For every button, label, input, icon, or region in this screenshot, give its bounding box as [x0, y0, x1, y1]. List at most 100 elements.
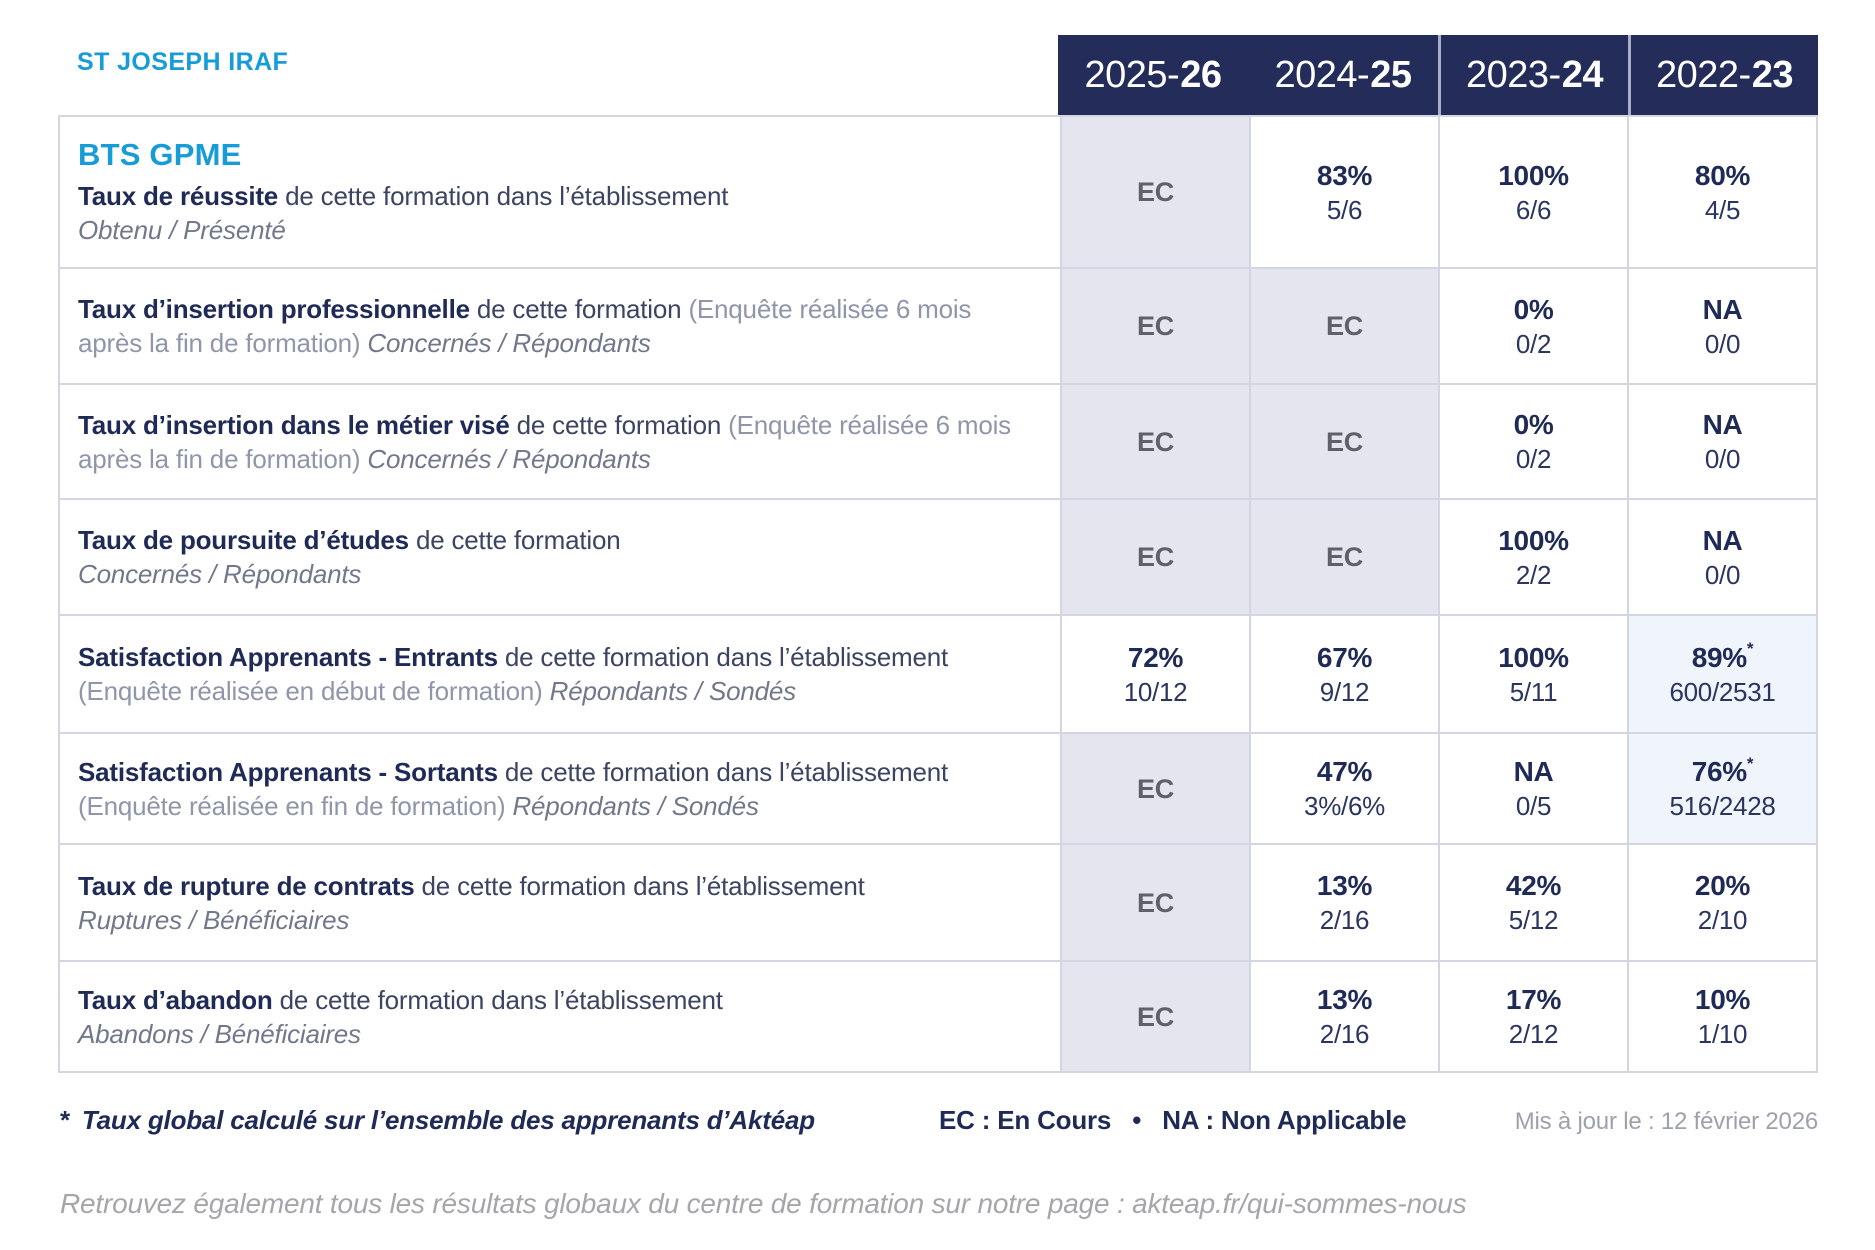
- table-row: Taux de rupture de contrats de cette for…: [60, 843, 1816, 960]
- fraction-value: 2/2: [1515, 559, 1552, 590]
- ec-label: EC: [1137, 311, 1174, 341]
- value-cell: 13% 2/16: [1249, 845, 1438, 960]
- value-cell: 100% 2/2: [1438, 500, 1627, 614]
- ec-label: EC: [1326, 426, 1363, 457]
- value-cell: 83% 5/6: [1249, 117, 1438, 267]
- metric-desc: de cette formation dans l’établissement: [504, 756, 949, 787]
- value-cell: 17% 2/12: [1438, 962, 1627, 1071]
- metric-title: Taux d’insertion professionnelle: [78, 294, 470, 324]
- table-row: Satisfaction Apprenants - Sortants de ce…: [60, 732, 1816, 843]
- last-updated-date: Mis à jour le : 12 février 2026: [1514, 1108, 1818, 1135]
- value-cell: EC: [1060, 269, 1249, 383]
- percent-value: 72%: [1127, 641, 1184, 673]
- fraction-value: 2/12: [1508, 1019, 1559, 1049]
- percent-value: 89%*: [1691, 640, 1754, 674]
- table-row: Taux de poursuite d’études de cette form…: [60, 498, 1816, 614]
- value-cell: 100% 5/11: [1438, 616, 1627, 732]
- ec-label: EC: [1326, 542, 1363, 572]
- footnote-text: Taux global calculé sur l’ensemble des a…: [81, 1105, 815, 1135]
- metric-title: Satisfaction Apprenants - Sortants: [78, 756, 498, 787]
- year-light: 2025-: [1084, 53, 1180, 96]
- ec-label: EC: [1137, 426, 1174, 457]
- metric-desc: de cette formation dans l’établissement: [285, 181, 729, 211]
- percent-text: 89%: [1691, 641, 1747, 673]
- value-cell: 80% 4/5: [1627, 117, 1816, 267]
- value-cell: 100% 6/6: [1438, 117, 1627, 267]
- row-label-text: Taux d’abandon de cette formation dans l…: [78, 983, 1038, 1051]
- row-label: Taux de rupture de contrats de cette for…: [60, 845, 1060, 960]
- metric-desc: de cette formation: [415, 525, 621, 555]
- table-row: Taux d’abandon de cette formation dans l…: [60, 960, 1816, 1071]
- value-cell: EC: [1060, 385, 1249, 498]
- metric-sub: Abandons / Bénéficiaires: [78, 1018, 361, 1049]
- year-bold: 25: [1370, 53, 1412, 96]
- row-label: BTS GPME Taux de réussite de cette forma…: [60, 117, 1060, 267]
- row-label: Taux d’insertion professionnelle de cett…: [60, 269, 1060, 383]
- percent-value: 13%: [1316, 870, 1373, 901]
- percent-value: 0%: [1513, 409, 1554, 440]
- row-label: Satisfaction Apprenants - Sortants de ce…: [60, 734, 1060, 843]
- value-cell: 0% 0/2: [1438, 269, 1627, 383]
- value-cell: EC: [1060, 734, 1249, 843]
- global-results-link-text: Retrouvez également tous les résultats g…: [60, 1188, 1467, 1219]
- fraction-value: 2/16: [1319, 1019, 1370, 1049]
- metric-desc: de cette formation dans l’établissement: [421, 870, 865, 901]
- percent-value: NA: [1702, 524, 1743, 556]
- row-label: Taux d’abandon de cette formation dans l…: [60, 962, 1060, 1071]
- fraction-value: 4/5: [1704, 194, 1741, 225]
- footnote: * Taux global calculé sur l’ensemble des …: [60, 1105, 815, 1136]
- year-bold: 24: [1561, 53, 1604, 96]
- percent-value: 17%: [1505, 984, 1562, 1015]
- value-cell: 20% 2/10: [1627, 845, 1816, 960]
- table-row: Taux d’insertion dans le métier visé de …: [60, 383, 1816, 498]
- row-label-text: Taux de rupture de contrats de cette for…: [78, 869, 1038, 937]
- percent-value: 20%: [1694, 870, 1751, 901]
- fraction-value: 516/2428: [1669, 791, 1776, 821]
- row-label-text: Taux d’insertion professionnelle de cett…: [78, 292, 1038, 360]
- year-header: 2025- 26 2024- 25 2023- 24 2022- 23: [1058, 35, 1818, 115]
- row-label: Taux d’insertion dans le métier visé de …: [60, 385, 1060, 498]
- metric-paren: (Enquête réalisée 6 mois après la fin de…: [78, 409, 1011, 474]
- abbreviation-legend: EC : En Cours • NA : Non Applicable: [939, 1105, 1407, 1135]
- fraction-value: 0/0: [1704, 328, 1741, 359]
- year-light: 2023-: [1466, 53, 1561, 96]
- year-bold: 23: [1751, 53, 1794, 96]
- fraction-value: 1/10: [1697, 1019, 1748, 1049]
- metric-desc: de cette formation: [516, 409, 722, 440]
- fraction-value: 5/12: [1508, 905, 1559, 935]
- results-table: BTS GPME Taux de réussite de cette forma…: [58, 115, 1818, 1073]
- table-row: BTS GPME Taux de réussite de cette forma…: [60, 117, 1816, 267]
- value-cell: EC: [1060, 845, 1249, 960]
- fraction-value: 5/11: [1509, 676, 1558, 707]
- fraction-value: 10/12: [1123, 676, 1188, 707]
- metric-sub: Concernés / Répondants: [367, 443, 651, 474]
- year-light: 2022-: [1656, 53, 1751, 96]
- metric-title: Taux de réussite: [78, 181, 279, 211]
- percent-text: 76%: [1691, 756, 1747, 787]
- year-column-2024-25: 2024- 25: [1248, 35, 1438, 115]
- metric-sub: Obtenu / Présenté: [78, 215, 286, 245]
- value-cell: 42% 5/12: [1438, 845, 1627, 960]
- year-light: 2024-: [1274, 53, 1370, 96]
- value-cell: 13% 2/16: [1249, 962, 1438, 1071]
- percent-value: 100%: [1498, 641, 1569, 673]
- percent-value: 0%: [1513, 293, 1554, 325]
- fraction-value: 0/2: [1515, 444, 1552, 474]
- percent-value: 13%: [1316, 984, 1373, 1015]
- fraction-value: 2/10: [1697, 905, 1748, 935]
- fraction-value: 6/6: [1515, 194, 1552, 225]
- row-label-text: Satisfaction Apprenants - Sortants de ce…: [78, 755, 1038, 823]
- metric-sub: Concernés / Répondants: [78, 559, 362, 589]
- metric-sub: Répondants / Sondés: [549, 676, 796, 706]
- metric-title: Satisfaction Apprenants - Entrants: [78, 642, 498, 672]
- ec-label: EC: [1137, 177, 1174, 207]
- metric-sub: Répondants / Sondés: [512, 790, 759, 821]
- value-cell: NA 0/0: [1627, 269, 1816, 383]
- year-column-2022-23: 2022- 23: [1628, 35, 1818, 115]
- percent-value: NA: [1702, 409, 1743, 440]
- percent-value: 100%: [1498, 524, 1569, 556]
- value-cell-highlighted: 89%* 600/2531: [1627, 616, 1816, 732]
- percent-value: 100%: [1498, 159, 1569, 191]
- value-cell: EC: [1060, 500, 1249, 614]
- metric-sub: Concernés / Répondants: [367, 328, 651, 358]
